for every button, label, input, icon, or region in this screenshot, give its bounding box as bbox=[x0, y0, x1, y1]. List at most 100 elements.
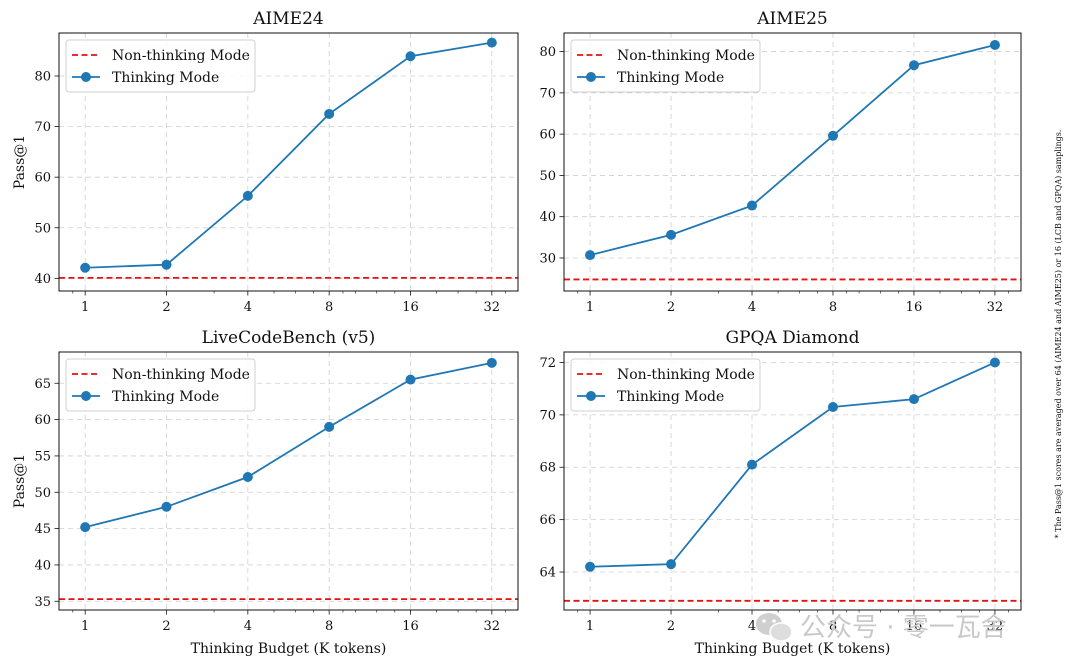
legend-box bbox=[570, 358, 761, 412]
x-axis-label: Thinking Budget (K tokens) bbox=[695, 641, 891, 657]
x-tick-label: 16 bbox=[906, 619, 923, 634]
legend-label-non-thinking: Non-thinking Mode bbox=[112, 48, 250, 64]
legend-swatch-thinking-marker bbox=[81, 391, 91, 401]
thinking-point bbox=[161, 501, 172, 512]
legend-label-thinking: Thinking Mode bbox=[112, 70, 219, 86]
thinking-point bbox=[405, 51, 416, 62]
thinking-point bbox=[908, 394, 919, 405]
x-tick-label: 2 bbox=[162, 300, 170, 315]
legend-box bbox=[65, 358, 256, 412]
y-tick-label: 80 bbox=[34, 70, 51, 85]
thinking-point bbox=[324, 421, 335, 432]
thinking-line bbox=[589, 44, 996, 256]
legend-label-non-thinking: Non-thinking Mode bbox=[617, 367, 755, 383]
y-tick-label: 55 bbox=[34, 449, 51, 464]
watermark-text: 公众号 · 零一瓦舍 bbox=[800, 613, 1007, 643]
thinking-point bbox=[989, 39, 1000, 50]
x-tick-label: 32 bbox=[987, 619, 1004, 634]
thinking-point bbox=[486, 357, 497, 368]
legend-swatch-thinking-marker bbox=[81, 72, 91, 82]
thinking-point bbox=[80, 262, 91, 273]
plot-frame bbox=[58, 32, 519, 292]
x-tick-label: 2 bbox=[667, 300, 675, 315]
thinking-point bbox=[747, 459, 758, 470]
legend: Non-thinking Mode Thinking Mode bbox=[570, 358, 761, 412]
legend-label-non-thinking: Non-thinking Mode bbox=[112, 367, 250, 383]
legend-label-thinking: Thinking Mode bbox=[617, 389, 724, 405]
x-tick-label: 8 bbox=[325, 300, 333, 315]
thinking-point bbox=[989, 357, 1000, 368]
thinking-point bbox=[242, 190, 253, 201]
watermark: 公众号 · 零一瓦舍 bbox=[756, 613, 1007, 643]
plot-frame bbox=[58, 351, 519, 611]
thinking-point bbox=[747, 200, 758, 211]
legend: Non-thinking Mode Thinking Mode bbox=[570, 39, 761, 93]
thinking-point bbox=[666, 229, 677, 240]
y-tick-label: 65 bbox=[34, 377, 51, 392]
chart-panel-3: 1 2 4 8 16 32 35 40 45 50 55 60 65 LiveCodeBench (v5)… bbox=[12, 328, 519, 657]
plot-frame bbox=[563, 351, 1022, 611]
y-tick-label: 72 bbox=[539, 356, 556, 371]
thinking-point bbox=[666, 559, 677, 570]
x-tick-label: 4 bbox=[748, 300, 756, 315]
y-tick-label: 60 bbox=[34, 171, 51, 186]
x-tick-label: 8 bbox=[829, 300, 837, 315]
x-tick-label: 8 bbox=[325, 619, 333, 634]
thinking-point bbox=[585, 250, 596, 261]
legend: Non-thinking Mode Thinking Mode bbox=[65, 39, 256, 93]
chart-panel-4: 1 2 4 8 16 32 64 66 68 70 72 GPQA Diamond Thinking B… bbox=[539, 328, 1022, 657]
chart-panel-2: 1 2 4 8 16 32 30 40 50 60 70 80 AIME25 Non-thinking M… bbox=[539, 9, 1022, 315]
x-tick-label: 32 bbox=[484, 300, 501, 315]
legend-box bbox=[570, 39, 761, 93]
chart-title: LiveCodeBench (v5) bbox=[202, 328, 376, 348]
thinking-point bbox=[242, 472, 253, 483]
x-tick-label: 4 bbox=[244, 300, 252, 315]
y-tick-label: 66 bbox=[539, 513, 556, 528]
x-tick-label: 1 bbox=[586, 619, 594, 634]
y-axis-label: Pass@1 bbox=[12, 135, 28, 189]
panels: 1 2 4 8 16 32 40 50 60 70 80 AIME24 Pass@1 Non-thinki… bbox=[12, 9, 1022, 657]
wechat-icon bbox=[756, 613, 793, 642]
legend-label-non-thinking: Non-thinking Mode bbox=[617, 48, 755, 64]
chart-title: AIME25 bbox=[756, 9, 827, 29]
thinking-line bbox=[85, 41, 492, 269]
y-tick-label: 68 bbox=[539, 461, 556, 476]
x-tick-label: 32 bbox=[484, 619, 501, 634]
x-tick-label: 8 bbox=[829, 619, 837, 634]
thinking-point bbox=[80, 522, 91, 533]
thinking-point bbox=[161, 259, 172, 270]
y-tick-label: 40 bbox=[34, 558, 51, 573]
thinking-point bbox=[827, 130, 838, 141]
thinking-point bbox=[827, 402, 838, 413]
x-axis-label: Thinking Budget (K tokens) bbox=[191, 641, 387, 657]
chart-title: AIME24 bbox=[252, 9, 323, 29]
footnote: * The Pass@1 scores are averaged over 64… bbox=[1054, 130, 1063, 539]
y-tick-label: 50 bbox=[539, 169, 556, 184]
x-tick-label: 32 bbox=[987, 300, 1004, 315]
thinking-point bbox=[405, 374, 416, 385]
y-tick-label: 35 bbox=[34, 595, 51, 610]
y-tick-label: 60 bbox=[34, 413, 51, 428]
legend-swatch-thinking-marker bbox=[586, 72, 596, 82]
chart-title: GPQA Diamond bbox=[725, 328, 859, 348]
legend-box bbox=[65, 39, 256, 93]
x-tick-label: 2 bbox=[667, 619, 675, 634]
y-tick-label: 45 bbox=[34, 522, 51, 537]
chart-panel-1: 1 2 4 8 16 32 40 50 60 70 80 AIME24 Pass@1 Non-thinki… bbox=[12, 9, 519, 315]
legend-label-thinking: Thinking Mode bbox=[112, 389, 219, 405]
thinking-point bbox=[324, 108, 335, 119]
x-tick-label: 4 bbox=[244, 619, 252, 634]
y-axis-label: Pass@1 bbox=[12, 454, 28, 508]
thinking-line bbox=[590, 361, 996, 568]
thinking-point bbox=[908, 60, 919, 71]
y-tick-label: 30 bbox=[539, 251, 556, 266]
x-tick-label: 2 bbox=[162, 619, 170, 634]
x-tick-label: 1 bbox=[586, 300, 594, 315]
x-tick-label: 16 bbox=[906, 300, 923, 315]
y-tick-label: 40 bbox=[539, 210, 556, 225]
y-tick-label: 40 bbox=[34, 272, 51, 287]
y-tick-label: 70 bbox=[539, 86, 556, 101]
thinking-line bbox=[84, 362, 492, 529]
y-tick-label: 80 bbox=[539, 45, 556, 60]
